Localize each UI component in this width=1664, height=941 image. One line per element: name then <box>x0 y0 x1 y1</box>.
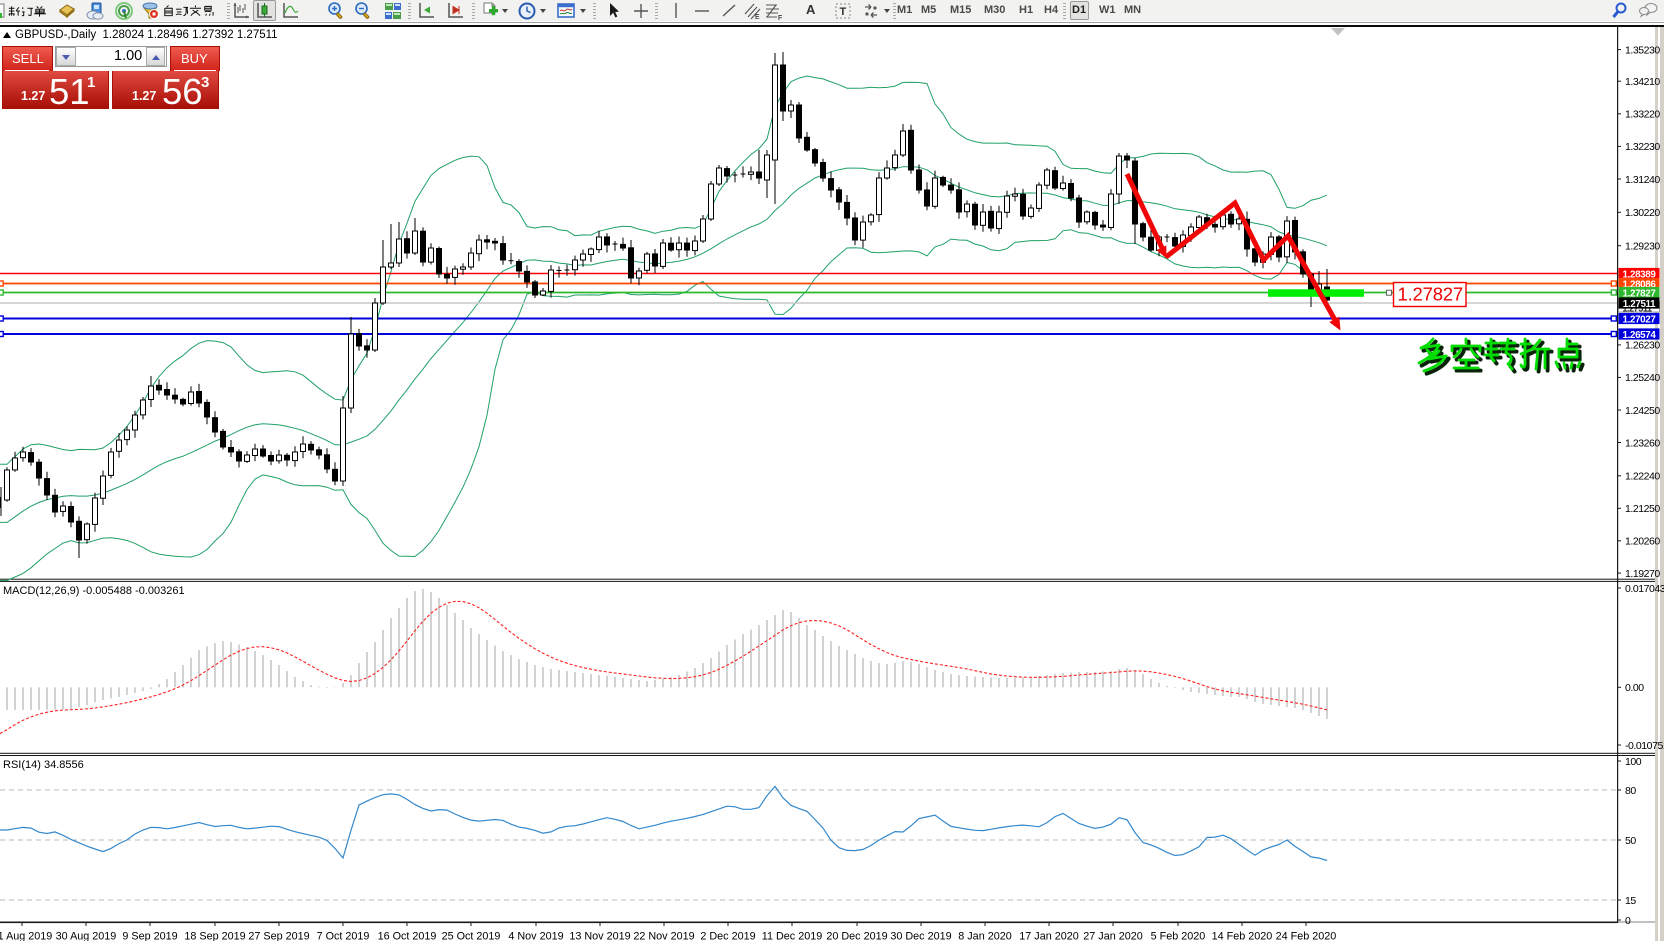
svg-text:1.30220: 1.30220 <box>1625 207 1660 219</box>
svg-text:1.19270: 1.19270 <box>1625 568 1660 580</box>
svg-text:8 Jan 2020: 8 Jan 2020 <box>958 931 1011 941</box>
svg-text:11 Dec 2019: 11 Dec 2019 <box>762 931 822 941</box>
svg-text:17 Jan 2020: 17 Jan 2020 <box>1019 931 1078 941</box>
svg-text:15: 15 <box>1625 895 1636 907</box>
svg-text:1.26230: 1.26230 <box>1625 340 1660 352</box>
svg-text:24 Feb 2020: 24 Feb 2020 <box>1276 931 1337 941</box>
svg-text:14 Feb 2020: 14 Feb 2020 <box>1212 931 1273 941</box>
svg-text:1.26574: 1.26574 <box>1623 330 1657 341</box>
svg-text:1.28389: 1.28389 <box>1623 269 1657 280</box>
svg-text:1.32230: 1.32230 <box>1625 141 1660 153</box>
svg-text:-0.010751: -0.010751 <box>1625 740 1664 752</box>
svg-text:T: T <box>840 6 847 18</box>
svg-text:1.22240: 1.22240 <box>1625 471 1660 483</box>
svg-text:1.35230: 1.35230 <box>1625 44 1660 56</box>
svg-text:30 Dec 2019: 30 Dec 2019 <box>890 931 951 941</box>
svg-text:22 Nov 2019: 22 Nov 2019 <box>633 931 694 941</box>
svg-text:2 Dec 2019: 2 Dec 2019 <box>700 931 755 941</box>
svg-text:80: 80 <box>1625 785 1636 797</box>
svg-text:100: 100 <box>1625 756 1642 768</box>
svg-text:27 Jan 2020: 27 Jan 2020 <box>1083 931 1142 941</box>
svg-text:MACD(12,26,9) -0.005488 -0.003: MACD(12,26,9) -0.005488 -0.003261 <box>3 585 185 597</box>
svg-text:5 Feb 2020: 5 Feb 2020 <box>1151 931 1206 941</box>
svg-text:1.24250: 1.24250 <box>1625 405 1660 417</box>
svg-text:9 Sep 2019: 9 Sep 2019 <box>122 931 177 941</box>
svg-text:1.31240: 1.31240 <box>1625 174 1660 186</box>
svg-text:1.28086: 1.28086 <box>1623 279 1657 290</box>
svg-text:20 Dec 2019: 20 Dec 2019 <box>826 931 887 941</box>
svg-text:0: 0 <box>1625 915 1631 927</box>
svg-text:0.017043: 0.017043 <box>1625 583 1664 595</box>
svg-text:E: E <box>755 14 760 21</box>
svg-text:13 Nov 2019: 13 Nov 2019 <box>569 931 630 941</box>
svg-text:18 Sep 2019: 18 Sep 2019 <box>184 931 245 941</box>
svg-text:1.20260: 1.20260 <box>1625 536 1660 548</box>
svg-text:1.34210: 1.34210 <box>1625 76 1660 88</box>
svg-text:21 Aug 2019: 21 Aug 2019 <box>0 931 52 941</box>
svg-text:4 Nov 2019: 4 Nov 2019 <box>508 931 563 941</box>
svg-text:30 Aug 2019: 30 Aug 2019 <box>56 931 117 941</box>
svg-text:25 Oct 2019: 25 Oct 2019 <box>442 931 501 941</box>
svg-text:1.27511: 1.27511 <box>1623 299 1656 310</box>
svg-text:1.27027: 1.27027 <box>1623 314 1657 325</box>
svg-text:RSI(14) 34.8556: RSI(14) 34.8556 <box>3 759 84 771</box>
svg-text:F: F <box>778 15 782 21</box>
svg-text:1.29230: 1.29230 <box>1625 241 1660 253</box>
svg-text:1.23260: 1.23260 <box>1625 437 1660 449</box>
svg-text:27 Sep 2019: 27 Sep 2019 <box>248 931 309 941</box>
svg-text:1.25240: 1.25240 <box>1625 372 1660 384</box>
svg-text:1.21250: 1.21250 <box>1625 503 1660 515</box>
svg-text:16 Oct 2019: 16 Oct 2019 <box>378 931 437 941</box>
svg-text:1.27827: 1.27827 <box>1398 284 1463 305</box>
svg-text:1.27827: 1.27827 <box>1623 288 1657 299</box>
svg-text:0.00: 0.00 <box>1625 682 1644 694</box>
svg-text:7 Oct 2019: 7 Oct 2019 <box>317 931 370 941</box>
svg-text:50: 50 <box>1625 835 1636 847</box>
svg-text:1.33220: 1.33220 <box>1625 109 1660 121</box>
